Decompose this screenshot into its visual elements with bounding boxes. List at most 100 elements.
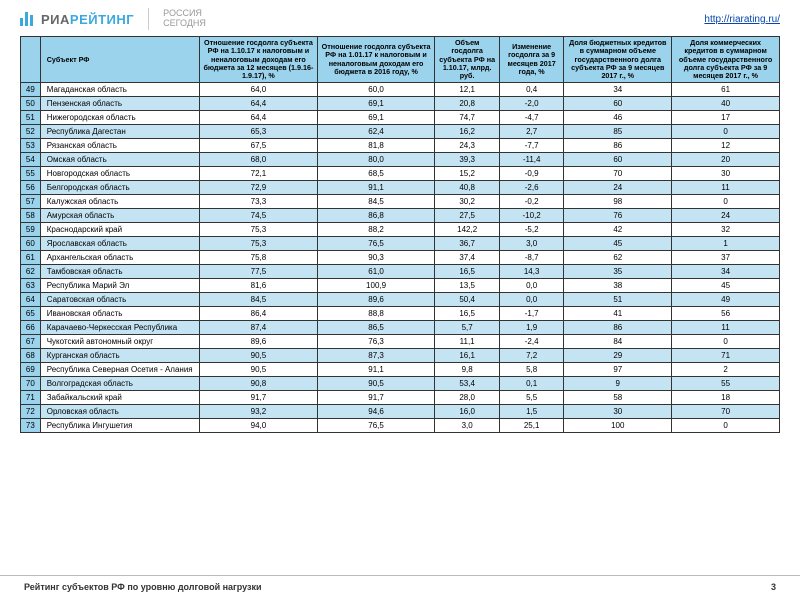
cell-value: 1,9: [499, 321, 564, 335]
cell-value: 142,2: [435, 223, 500, 237]
table-row: 68Курганская область90,587,316,17,22971: [21, 349, 780, 363]
cell-rank: 54: [21, 153, 41, 167]
table-row: 59Краснодарский край75,388,2142,2-5,2423…: [21, 223, 780, 237]
col-ratio-10-17: Отношение госдолга субъекта РФ на 1.10.1…: [200, 37, 318, 83]
cell-value: 3,0: [435, 419, 500, 433]
cell-subject: Чукотский автономный округ: [40, 335, 199, 349]
source-url[interactable]: http://riarating.ru/: [704, 14, 780, 25]
col-debt-volume: Объем госдолга субъекта РФ на 1.10.17, м…: [435, 37, 500, 83]
cell-value: 38: [564, 279, 672, 293]
table-row: 55Новгородская область72,168,515,2-0,970…: [21, 167, 780, 181]
cell-value: 62: [564, 251, 672, 265]
cell-value: 11: [672, 321, 780, 335]
cell-value: 0,0: [499, 279, 564, 293]
cell-value: 39,3: [435, 153, 500, 167]
cell-value: 16,1: [435, 349, 500, 363]
cell-value: 85: [564, 125, 672, 139]
cell-value: 86: [564, 321, 672, 335]
cell-value: 70: [564, 167, 672, 181]
cell-rank: 69: [21, 363, 41, 377]
cell-rank: 52: [21, 125, 41, 139]
cell-value: 94,0: [200, 419, 318, 433]
cell-value: 84: [564, 335, 672, 349]
cell-value: 30: [672, 167, 780, 181]
cell-value: -5,2: [499, 223, 564, 237]
cell-value: 30: [564, 405, 672, 419]
col-rank: [21, 37, 41, 83]
cell-value: 91,7: [317, 391, 435, 405]
cell-value: 90,5: [317, 377, 435, 391]
cell-value: 0,1: [499, 377, 564, 391]
cell-value: 61,0: [317, 265, 435, 279]
cell-value: -1,7: [499, 307, 564, 321]
cell-rank: 66: [21, 321, 41, 335]
cell-value: 27,5: [435, 209, 500, 223]
cell-value: 64,0: [200, 83, 318, 97]
cell-subject: Магаданская область: [40, 83, 199, 97]
cell-subject: Забайкальский край: [40, 391, 199, 405]
cell-value: 36,7: [435, 237, 500, 251]
cell-value: 64,4: [200, 97, 318, 111]
table-row: 56Белгородская область72,991,140,8-2,624…: [21, 181, 780, 195]
table-row: 58Амурская область74,586,827,5-10,27624: [21, 209, 780, 223]
table-header-row: Субъект РФ Отношение госдолга субъекта Р…: [21, 37, 780, 83]
table-row: 62Тамбовская область77,561,016,514,33534: [21, 265, 780, 279]
sub-brand: РОССИЯ СЕГОДНЯ: [163, 9, 206, 29]
page-number: 3: [771, 582, 776, 592]
cell-value: 58: [564, 391, 672, 405]
cell-value: 34: [564, 83, 672, 97]
cell-rank: 49: [21, 83, 41, 97]
table-container: Субъект РФ Отношение госдолга субъекта Р…: [0, 36, 800, 433]
sub-brand-line2: СЕГОДНЯ: [163, 19, 206, 29]
cell-subject: Республика Марий Эл: [40, 279, 199, 293]
brand-name: РИАРЕЙТИНГ: [41, 12, 134, 27]
cell-subject: Амурская область: [40, 209, 199, 223]
cell-value: 37: [672, 251, 780, 265]
cell-value: 68,0: [200, 153, 318, 167]
cell-value: 5,7: [435, 321, 500, 335]
cell-value: 76,5: [317, 237, 435, 251]
cell-value: 0: [672, 125, 780, 139]
cell-value: -0,9: [499, 167, 564, 181]
cell-value: 24,3: [435, 139, 500, 153]
cell-value: 70: [672, 405, 780, 419]
cell-value: 89,6: [200, 335, 318, 349]
cell-subject: Волгоградская область: [40, 377, 199, 391]
cell-value: 75,8: [200, 251, 318, 265]
cell-value: 0,4: [499, 83, 564, 97]
cell-subject: Архангельская область: [40, 251, 199, 265]
cell-value: 24: [564, 181, 672, 195]
cell-value: 50,4: [435, 293, 500, 307]
cell-value: 69,1: [317, 97, 435, 111]
page-footer: Рейтинг субъектов РФ по уровню долговой …: [0, 575, 800, 592]
cell-value: 86,5: [317, 321, 435, 335]
cell-subject: Курганская область: [40, 349, 199, 363]
cell-rank: 62: [21, 265, 41, 279]
cell-value: 40: [672, 97, 780, 111]
cell-value: 61: [672, 83, 780, 97]
cell-value: 100: [564, 419, 672, 433]
cell-subject: Республика Северная Осетия - Алания: [40, 363, 199, 377]
cell-rank: 50: [21, 97, 41, 111]
cell-value: 12: [672, 139, 780, 153]
cell-value: 32: [672, 223, 780, 237]
cell-value: 90,3: [317, 251, 435, 265]
brand-ria: РИА: [41, 12, 70, 27]
cell-value: 41: [564, 307, 672, 321]
cell-value: 3,0: [499, 237, 564, 251]
cell-subject: Омская область: [40, 153, 199, 167]
col-commercial-share: Доля коммерческих кредитов в суммарном о…: [672, 37, 780, 83]
cell-rank: 57: [21, 195, 41, 209]
cell-value: 1,5: [499, 405, 564, 419]
cell-value: 55: [672, 377, 780, 391]
table-row: 67Чукотский автономный округ89,676,311,1…: [21, 335, 780, 349]
cell-value: 53,4: [435, 377, 500, 391]
table-row: 60Ярославская область75,376,536,73,0451: [21, 237, 780, 251]
cell-value: 81,6: [200, 279, 318, 293]
table-row: 53Рязанская область67,581,824,3-7,78612: [21, 139, 780, 153]
cell-value: 11,1: [435, 335, 500, 349]
cell-value: 17: [672, 111, 780, 125]
cell-rank: 70: [21, 377, 41, 391]
cell-value: 16,5: [435, 307, 500, 321]
col-budget-share: Доля бюджетных кредитов в суммарном объе…: [564, 37, 672, 83]
